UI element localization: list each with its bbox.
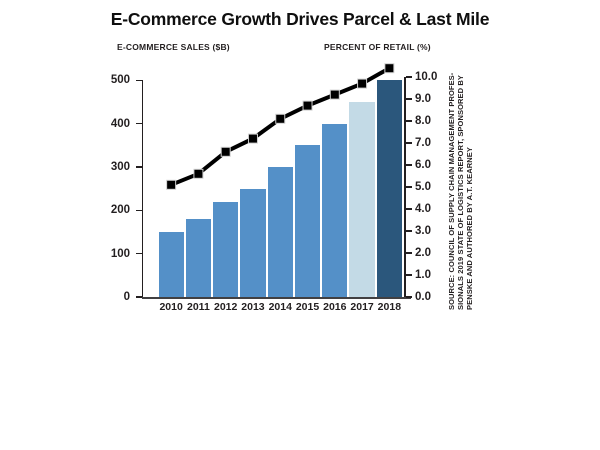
right-axis-tick [405, 98, 412, 100]
left-axis-tick-label: 0 [123, 291, 130, 303]
line-marker-2016 [329, 89, 340, 100]
bar-2014 [267, 166, 293, 297]
left-axis-tick [135, 166, 142, 168]
line-marker-2018 [384, 63, 395, 74]
x-axis-label-2016: 2016 [323, 301, 347, 313]
right-axis-tick-label: 3.0 [415, 225, 431, 237]
right-axis-tick-label: 2.0 [415, 247, 431, 259]
line-marker-2017 [357, 78, 368, 89]
bar-2017 [349, 101, 375, 297]
right-axis-tick [405, 142, 412, 144]
right-axis-tick-label: 6.0 [415, 159, 431, 171]
right-axis-tick-label: 5.0 [415, 181, 431, 193]
right-axis-line [404, 77, 406, 297]
left-axis-title: E-COMMERCE SALES ($B) [117, 42, 230, 52]
chart-title: E-Commerce Growth Drives Parcel & Last M… [110, 9, 490, 29]
x-axis-label-2010: 2010 [159, 301, 183, 313]
line-marker-2012 [220, 146, 231, 157]
left-axis-tick [135, 296, 142, 298]
right-axis-tick [405, 164, 412, 166]
right-axis-tick-label: 7.0 [415, 137, 431, 149]
left-axis-tick [135, 122, 142, 125]
left-axis-tick-label: 400 [110, 117, 130, 130]
right-axis-tick-label: 10.0 [415, 71, 438, 83]
right-axis-tick-label: 9.0 [415, 93, 431, 105]
bar-2015 [294, 145, 321, 297]
right-axis-tick [405, 120, 412, 122]
x-axis-label-2018: 2018 [377, 301, 402, 313]
left-axis-tick [135, 79, 142, 81]
right-axis-title: PERCENT OF RETAIL (%) [324, 42, 431, 52]
left-axis-tick [135, 252, 142, 255]
bar-2011 [185, 218, 212, 297]
x-axis-line [141, 297, 411, 299]
right-axis-tick [405, 230, 412, 232]
line-marker-2015 [302, 100, 313, 111]
right-axis-tick-label: 1.0 [415, 269, 431, 281]
x-axis-label-2015: 2015 [295, 301, 320, 313]
left-axis-tick-label: 100 [110, 247, 130, 260]
bar-2018 [376, 80, 402, 297]
right-axis-tick-label: 0.0 [415, 291, 431, 303]
left-axis-line [141, 80, 143, 297]
bar-2010 [158, 231, 184, 297]
right-axis-tick [405, 186, 412, 188]
x-axis-label-2013: 2013 [241, 301, 265, 313]
source-line-3: PENSKE AND AUTHORED BY A.T. KEARNEY [465, 147, 474, 310]
bar-2012 [213, 201, 239, 297]
right-axis-tick [405, 296, 412, 298]
line-marker-2011 [193, 168, 204, 179]
left-axis-tick-label: 200 [110, 204, 130, 217]
right-axis-tick [405, 76, 412, 78]
x-axis-label-2014: 2014 [268, 301, 292, 313]
right-axis-tick [405, 208, 412, 210]
bar-2013 [240, 188, 266, 297]
left-axis-tick [135, 209, 142, 212]
source-line-2: SIONALS 2019 STATE OF LOGISTICS REPORT, … [456, 75, 465, 310]
source-citation: SOURCE: COUNCIL OF SUPPLY CHAIN MANAGEME… [447, 62, 475, 310]
right-axis-tick-label: 8.0 [415, 115, 431, 127]
left-axis-tick-label: 300 [110, 160, 130, 173]
x-axis-label-2011: 2011 [187, 301, 210, 313]
right-axis-tick-label: 4.0 [415, 203, 431, 215]
x-axis-label-2012: 2012 [214, 301, 238, 313]
left-axis-tick-label: 500 [110, 74, 130, 87]
right-axis-tick [405, 252, 412, 254]
line-marker-2013 [247, 133, 258, 144]
line-marker-2010 [166, 179, 177, 190]
right-axis-tick [405, 274, 412, 276]
bar-2016 [322, 123, 348, 297]
line-marker-2014 [275, 113, 286, 124]
x-axis-label-2017: 2017 [350, 301, 374, 313]
